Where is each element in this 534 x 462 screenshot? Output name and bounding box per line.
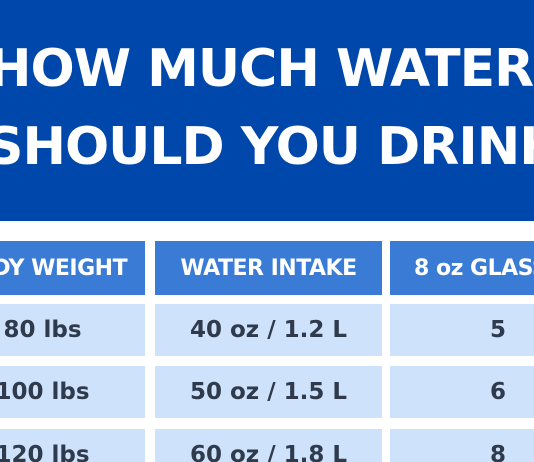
table-cell-glasses: 5 [390, 304, 534, 356]
table-cell-weight: 120 lbs [0, 429, 145, 462]
header-glasses: 8 oz GLASSES [390, 241, 534, 295]
title-line-1: HOW MUCH WATER [0, 39, 534, 99]
title-line-2: SHOULD YOU DRINK [0, 117, 534, 177]
header-body-weight: BODY WEIGHT [0, 241, 145, 295]
table-cell-intake: 60 oz / 1.8 L [155, 429, 382, 462]
header-water-intake: WATER INTAKE [155, 241, 382, 295]
table-cell-glasses: 8 [390, 429, 534, 462]
title-banner: HOW MUCH WATER SHOULD YOU DRINK [0, 0, 534, 221]
table-cell-intake: 50 oz / 1.5 L [155, 366, 382, 418]
table-cell-weight: 80 lbs [0, 304, 145, 356]
table-cell-glasses: 6 [390, 366, 534, 418]
table-cell-weight: 100 lbs [0, 366, 145, 418]
water-intake-table: BODY WEIGHT WATER INTAKE 8 oz GLASSES 80… [0, 221, 534, 462]
table-cell-intake: 40 oz / 1.2 L [155, 304, 382, 356]
